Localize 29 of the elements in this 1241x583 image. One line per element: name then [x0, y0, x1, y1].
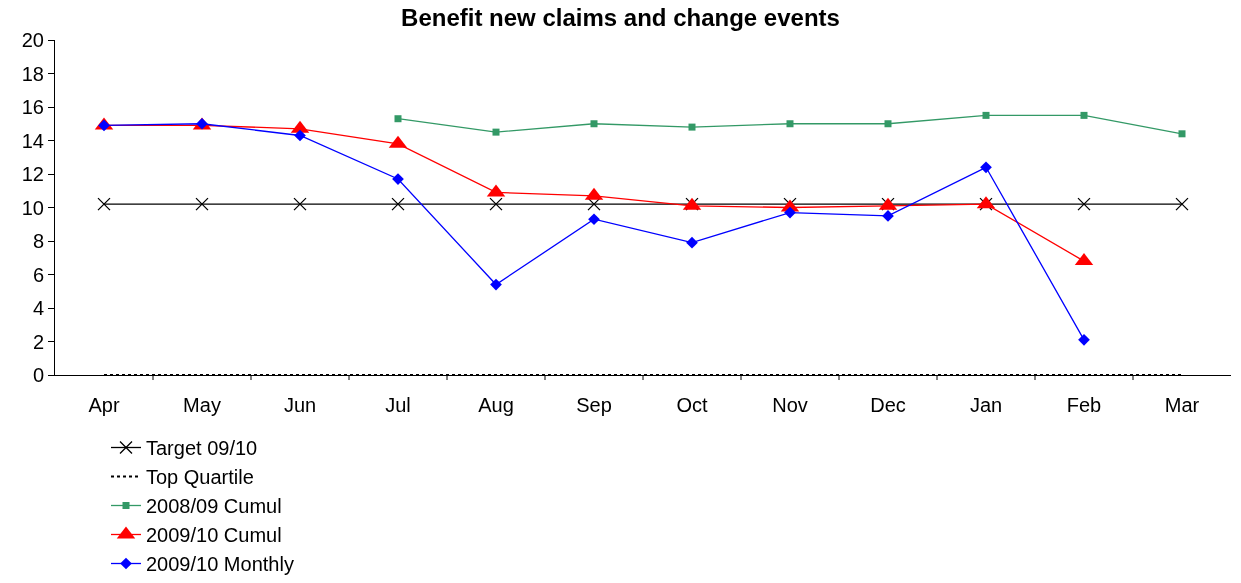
y-tick-label: 14: [21, 129, 44, 152]
y-tick-label: 6: [32, 263, 44, 286]
y-tick-label: 0: [32, 364, 44, 386]
x-tick-label: Oct: [676, 394, 708, 416]
x-tick-label: Jan: [969, 394, 1003, 416]
x-tick-label: Feb: [1066, 394, 1102, 416]
legend-label: 2009/10 Cumul: [146, 524, 282, 547]
x-tick-label: Mar: [1164, 394, 1200, 416]
y-tick-label: 8: [32, 230, 44, 252]
x-tick-label: May: [183, 394, 221, 416]
x-tick-label: Dec: [870, 394, 906, 416]
legend-label: Target 09/10: [146, 437, 258, 460]
legend-label: 2008/09 Cumul: [146, 495, 282, 518]
y-tick-label: 16: [21, 96, 44, 118]
y-tick-label: 4: [32, 297, 44, 319]
y-tick-label: 12: [21, 163, 44, 185]
legend-label: Top Quartile: [146, 466, 254, 489]
chart-title: Benefit new claims and change events: [401, 3, 840, 31]
y-tick-label: 2: [32, 330, 44, 353]
x-tick-label: Sep: [576, 394, 612, 416]
y-tick-label: 10: [21, 196, 44, 219]
x-tick-label: Nov: [772, 394, 808, 416]
x-tick-label: Jun: [283, 394, 317, 416]
x-tick-label: Aug: [478, 394, 514, 416]
x-tick-label: Apr: [88, 394, 120, 416]
y-tick-label: 20: [21, 29, 44, 51]
y-tick-label: 18: [21, 62, 44, 85]
legend-label: 2009/10 Monthly: [146, 553, 294, 576]
x-tick-label: Jul: [385, 394, 411, 416]
